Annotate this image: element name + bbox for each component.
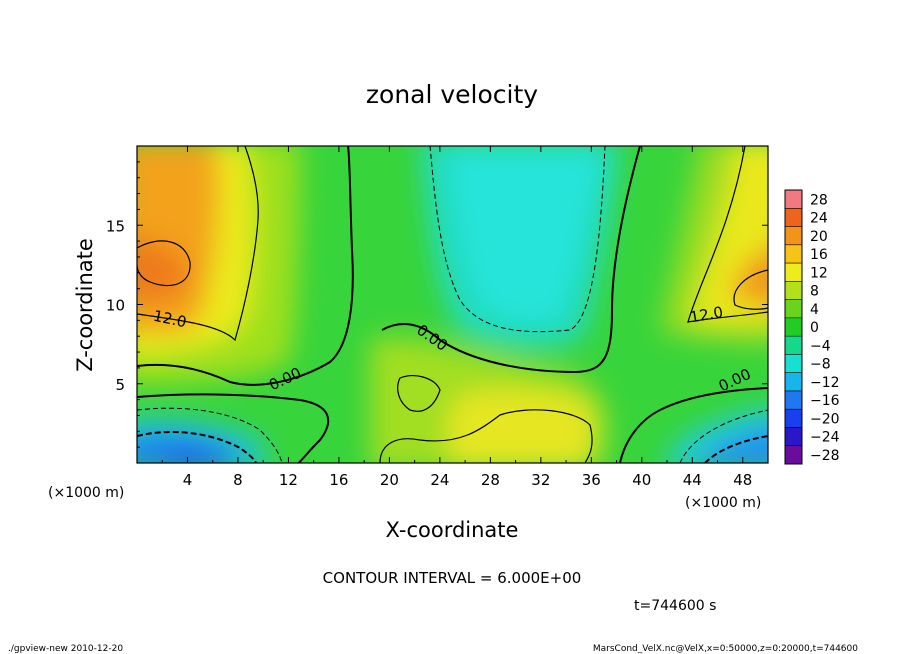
x-axis-ticks: 4 8 12 16 20 24 28 32 36 40 44 48 — [161, 146, 752, 489]
colorbar-label: 12 — [810, 265, 828, 281]
contour-lines — [137, 146, 768, 463]
field-region-bottom-yellow — [448, 389, 595, 463]
field-region-bottom-left-blue — [137, 433, 242, 463]
contour-neg-six-center — [429, 146, 606, 333]
x-axis-unit-left: (×1000 m) — [48, 485, 124, 501]
y-axis-ticks: 5 10 15 — [106, 161, 768, 448]
colorbar-label: 4 — [810, 302, 819, 318]
y-axis-label: Z-coordinate — [73, 238, 97, 372]
contour-six-left — [137, 146, 259, 342]
footer-left: ./gpview-new 2010-12-20 — [8, 644, 123, 654]
y-tick-label: 15 — [106, 217, 125, 235]
contour-zero-bottom — [137, 393, 330, 463]
colorbar-swatch — [785, 336, 802, 355]
x-tick-label: 16 — [329, 471, 348, 489]
x-tick-label: 12 — [279, 471, 298, 489]
colorbar-label: −20 — [810, 411, 840, 427]
colorbar-label: 20 — [810, 229, 828, 245]
contour-neg-twelve-bottom-right — [704, 435, 768, 463]
footer-right: MarsCond_VelX.nc@VelX,x=0:50000,z=0:2000… — [593, 644, 858, 654]
contour-six-island — [397, 375, 441, 412]
colorbar-label: −12 — [810, 375, 840, 391]
contour-neg-six-bottom-left — [137, 407, 283, 463]
x-axis-label: X-coordinate — [386, 518, 519, 542]
contour-twelve-right — [733, 269, 768, 310]
x-axis-unit-right: (×1000 m) — [685, 495, 761, 511]
x-tick-label: 28 — [481, 471, 500, 489]
colorbar-label: 24 — [810, 211, 828, 227]
colorbar-swatch — [785, 427, 802, 447]
plot-area — [137, 146, 768, 463]
colorbar-swatch — [785, 244, 802, 264]
colorbar-label: −16 — [810, 393, 840, 409]
y-tick-label: 10 — [106, 297, 125, 315]
colorbar-swatch — [785, 317, 802, 337]
x-tick-label: 20 — [380, 471, 399, 489]
x-tick-label: 8 — [233, 471, 243, 489]
colorbar-swatch — [785, 445, 802, 465]
contour-zero-left — [137, 146, 354, 386]
field-region-left-orange — [137, 146, 219, 333]
contour-six-bottom — [379, 409, 593, 463]
contour-six-right — [687, 146, 768, 323]
colorbar-label: −4 — [810, 338, 831, 354]
colorbar: 28 24 20 16 12 8 4 0 −4 −8 −12 −16 −20 −24 −28 — [784, 189, 840, 465]
colorbar-label: 0 — [810, 320, 819, 336]
contour-twelve-left — [137, 240, 191, 287]
colorbar-swatch — [785, 208, 802, 227]
colorbar-label: 16 — [810, 247, 828, 263]
contour-interval-label: CONTOUR INTERVAL = 6.000E+00 — [323, 569, 582, 587]
x-tick-label: 4 — [183, 471, 193, 489]
x-tick-label: 44 — [683, 471, 702, 489]
colorbar-label: −8 — [810, 357, 831, 373]
y-tick-label: 5 — [115, 376, 125, 394]
colorbar-swatch — [785, 190, 802, 209]
colorbar-swatch — [785, 390, 802, 410]
contour-label: 12.0 — [688, 303, 724, 327]
field-region-center-light-cyan — [450, 150, 600, 320]
x-tick-label: 40 — [632, 471, 651, 489]
x-tick-label: 32 — [531, 471, 550, 489]
colorbar-swatch — [785, 263, 802, 282]
field-region-bottom-left-deep-blue — [165, 450, 220, 463]
colorbar-swatch — [785, 299, 802, 319]
contour-neg-six-bottom-right — [679, 409, 768, 463]
colorbar-label: 8 — [810, 284, 819, 300]
x-tick-label: 24 — [430, 471, 449, 489]
contour-neg-twelve-bottom-left — [137, 431, 257, 463]
colorbar-label: 28 — [810, 192, 828, 208]
colorbar-swatch — [785, 226, 802, 246]
colorbar-label: −24 — [810, 430, 840, 446]
x-tick-label: 48 — [733, 471, 752, 489]
colorbar-swatch — [785, 354, 802, 373]
chart-title: zonal velocity — [366, 80, 538, 109]
field-region-left-deep-orange — [137, 236, 190, 302]
contour-zero-right — [619, 387, 768, 463]
x-tick-label: 36 — [582, 471, 601, 489]
contour-zero-center — [381, 146, 641, 374]
colorbar-swatch — [785, 372, 802, 392]
colorbar-label: −28 — [810, 448, 840, 464]
colorbar-swatch — [785, 409, 802, 428]
time-label: t=744600 s — [634, 598, 716, 614]
colorbar-swatch — [785, 281, 802, 300]
